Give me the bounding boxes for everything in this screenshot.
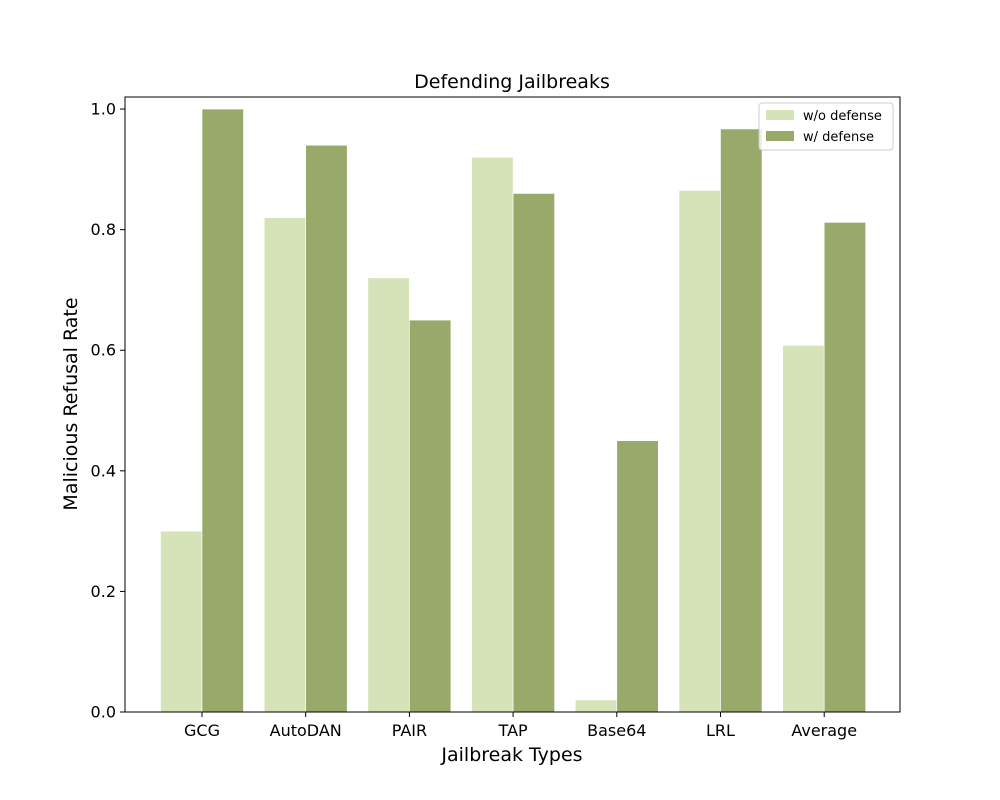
bar-with-defense-gcg bbox=[201, 108, 244, 713]
x-tick-label-autodan: AutoDAN bbox=[270, 721, 342, 740]
bar-without-defense-average bbox=[782, 345, 825, 713]
y-tick-label: 1.0 bbox=[91, 100, 116, 119]
y-tick-label: 0.2 bbox=[91, 582, 116, 601]
x-tick-label-average: Average bbox=[791, 721, 857, 740]
legend-swatch-with-defense bbox=[766, 131, 794, 141]
bar-with-defense-base64 bbox=[616, 440, 659, 713]
y-tick-label: 0.4 bbox=[91, 461, 116, 480]
x-tick-label-base64: Base64 bbox=[587, 721, 646, 740]
y-tick-label: 0.0 bbox=[91, 703, 116, 722]
y-axis-label: Malicious Refusal Rate bbox=[60, 297, 82, 510]
y-tick-label: 0.8 bbox=[91, 220, 116, 239]
x-axis: GCG AutoDAN PAIR TAP Base64 LRL Average bbox=[184, 712, 857, 740]
bar-with-defense-pair bbox=[409, 319, 452, 713]
x-tick-label-pair: PAIR bbox=[392, 721, 427, 740]
plot-frame bbox=[124, 96, 901, 713]
bar-without-defense-lrl bbox=[678, 190, 721, 713]
chart-title: Defending Jailbreaks bbox=[414, 71, 610, 93]
x-tick-label-gcg: GCG bbox=[184, 721, 220, 740]
x-tick-label-lrl: LRL bbox=[706, 721, 735, 740]
bar-without-defense-gcg bbox=[160, 530, 203, 713]
bar-without-defense-autodan bbox=[263, 217, 307, 713]
bar-without-defense-tap bbox=[471, 156, 514, 713]
x-tick-label-tap: TAP bbox=[498, 721, 528, 740]
bar-with-defense-average bbox=[823, 222, 867, 713]
y-axis: 0.0 0.2 0.4 0.6 0.8 1.0 bbox=[91, 100, 125, 722]
bar-with-defense-tap bbox=[512, 193, 555, 713]
y-tick-label: 0.6 bbox=[91, 341, 116, 360]
bar-without-defense-base64 bbox=[574, 699, 618, 713]
x-axis-label: Jailbreak Types bbox=[440, 744, 582, 766]
legend: w/o defense w/ defense bbox=[758, 102, 894, 151]
bars-group bbox=[160, 108, 867, 713]
legend-label-without-defense: w/o defense bbox=[803, 109, 882, 124]
legend-swatch-without-defense bbox=[766, 110, 794, 120]
bar-with-defense-autodan bbox=[305, 144, 348, 713]
bar-with-defense-lrl bbox=[720, 128, 763, 713]
bar-without-defense-pair bbox=[367, 277, 410, 713]
legend-label-with-defense: w/ defense bbox=[803, 130, 874, 145]
